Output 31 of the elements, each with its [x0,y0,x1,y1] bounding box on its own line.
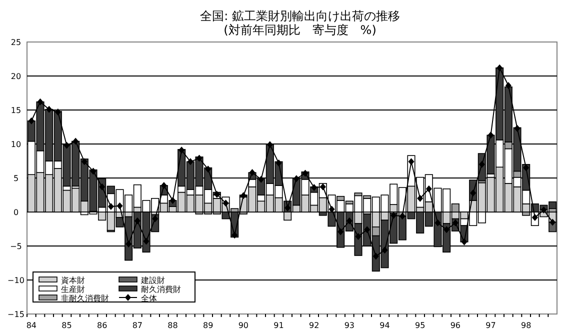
y-tick-label: 10 [10,140,22,149]
y-tick-label: 0 [13,208,19,217]
x-tick-label: 94 [380,321,390,330]
x-tick-label: 86 [96,321,108,330]
legend-label: 資本財 [61,276,85,285]
x-tick-label: 95 [414,321,426,330]
x-tick-label: 84 [26,321,37,330]
legend-label: 建設財 [140,276,165,285]
x-tick-label: 90 [238,321,249,330]
y-tick-label: 5 [13,174,19,183]
legend-label: 全体 [141,294,157,303]
x-tick-label: 98 [520,321,532,330]
legend-label: 生産財 [61,285,85,294]
x-tick-label: 91 [274,321,284,330]
chart-title: 全国: 鉱工業財別輸出向け出荷の推移 [200,9,400,23]
x-tick-label: 97 [486,321,496,330]
x-tick-label: 85 [62,321,72,330]
legend-label: 耐久消費財 [141,285,181,294]
x-tick-label: 96 [450,321,461,330]
y-tick-label: −15 [8,310,24,319]
chart-subtitle: (対前年同期比 寄与度 %) [224,23,376,37]
x-tick-label: 87 [132,321,143,330]
x-tick-label: 89 [202,321,214,330]
y-tick-label: −5 [10,242,22,251]
y-tick-label: 15 [10,106,22,115]
x-tick-label: 88 [168,321,178,330]
x-tick-label: 93 [344,321,355,330]
y-tick-label: 20 [10,72,22,81]
x-tick-label: 92 [308,321,320,330]
y-tick-label: 25 [10,38,22,47]
y-tick-label: −10 [8,276,24,285]
